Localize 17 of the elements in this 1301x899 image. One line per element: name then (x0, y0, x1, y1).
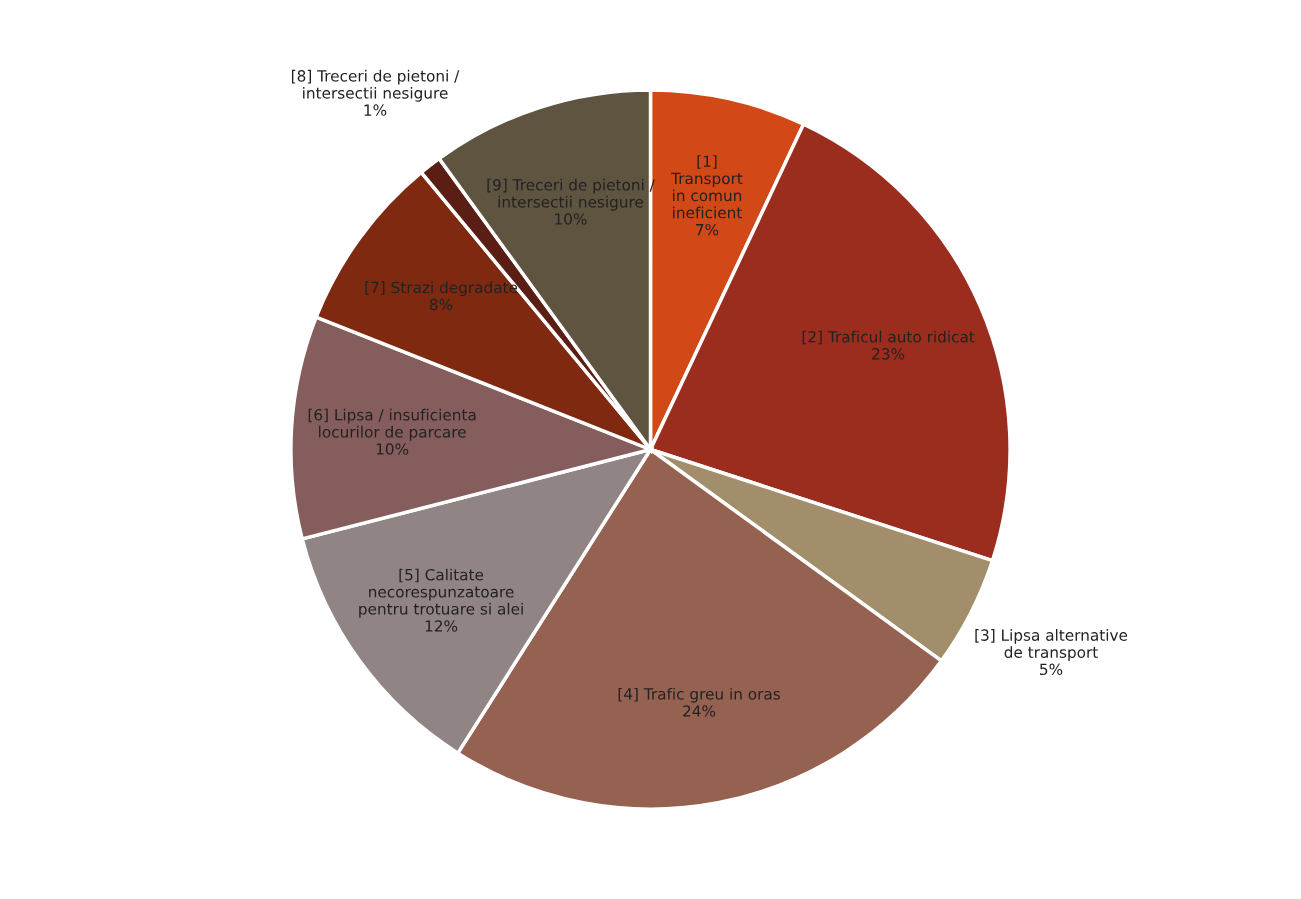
data-label: 10% (555, 213, 587, 225)
data-label: 8% (429, 298, 453, 311)
slice-label: [7] Strazi degradate (365, 281, 518, 297)
slice-label: [5] Calitate necorespunzatoare pentru trotuare si alei (359, 568, 523, 618)
data-label: 1% (364, 104, 387, 116)
slice-label: [2] Traficul auto ridicat (802, 330, 975, 345)
data-label: 10% (376, 443, 409, 455)
slice-label: [1] Transport in comun ineficient (671, 155, 743, 219)
data-label: 7% (696, 223, 719, 236)
data-label: 5% (1040, 663, 1063, 676)
slice-label: [4] Trafic greu in oras (618, 687, 780, 703)
slice-label: [8] Treceri de pietoni / intersectii nesigure (291, 69, 460, 102)
data-label: 12% (425, 620, 458, 632)
slice-label: [3] Lipsa alternative de transport (975, 629, 1128, 661)
data-label: 23% (872, 348, 905, 360)
data-label: 24% (683, 705, 716, 717)
slice-label: [6] Lipsa / insuficienta locurilor de parcare (308, 408, 476, 441)
